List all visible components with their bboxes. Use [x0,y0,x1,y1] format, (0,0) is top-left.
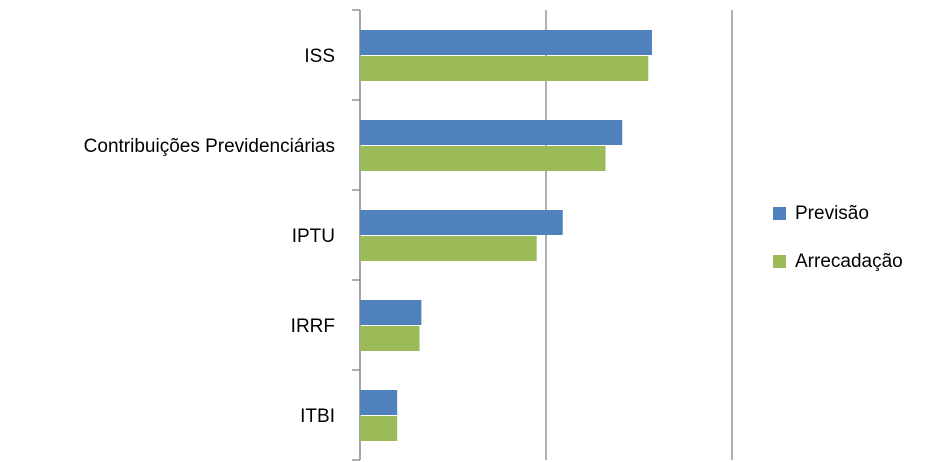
y-tick-label: Contribuições Previdenciárias [84,136,335,157]
bar [360,146,606,171]
bar [360,30,653,55]
bar [360,56,649,81]
legend-label: Previsão [795,203,869,224]
bar [360,390,398,415]
legend-swatch [773,255,786,268]
y-tick-label: ITBI [300,406,335,427]
legend-label: Arrecadação [795,251,903,272]
bar [360,120,623,145]
bar [360,300,422,325]
y-tick-label: ISS [304,46,335,67]
legend-swatch [773,207,786,220]
bar [360,236,537,261]
bar [360,416,398,441]
y-tick-label: IPTU [292,226,335,247]
y-tick-label: IRRF [291,316,335,337]
bar [360,326,420,351]
bar [360,210,563,235]
